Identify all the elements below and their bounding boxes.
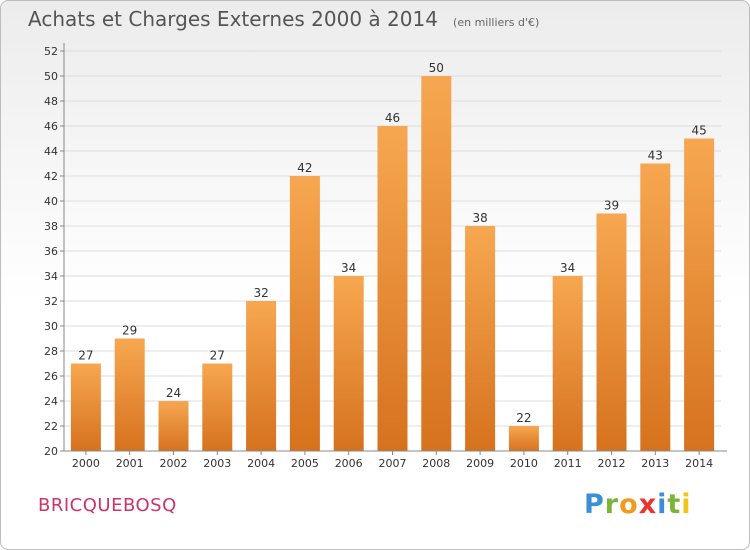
x-tick-label: 2013 [641, 457, 669, 470]
data-label: 24 [166, 386, 181, 400]
y-tick-label: 34 [44, 270, 58, 283]
data-label: 27 [210, 349, 225, 363]
x-tick-labels: 2000 2001 2002 2003 2004 2005 2006 2007 2008 2009… [72, 451, 713, 470]
x-tick-label: 2014 [685, 457, 713, 470]
bar-2006 [333, 276, 364, 451]
x-tick-label: 2002 [160, 457, 188, 470]
bar-2008 [421, 76, 452, 451]
x-tick-label: 2006 [335, 457, 363, 470]
data-label: 45 [691, 124, 706, 138]
data-label: 34 [560, 261, 575, 275]
y-tick-label: 38 [44, 220, 58, 233]
y-tick-label: 28 [44, 345, 58, 358]
data-label: 42 [297, 161, 312, 175]
data-label: 50 [429, 61, 444, 75]
y-tick-label: 52 [44, 45, 58, 58]
x-tick-label: 2003 [203, 457, 231, 470]
data-label: 38 [472, 211, 487, 225]
bar-2001 [114, 338, 145, 451]
y-tick-label: 20 [44, 445, 58, 458]
data-label: 46 [385, 111, 400, 125]
y-tick-label: 36 [44, 245, 58, 258]
bar-2014 [684, 138, 715, 451]
y-tick-label: 44 [44, 145, 58, 158]
bar-2005 [289, 176, 320, 451]
data-label: 27 [78, 349, 93, 363]
bar-2000 [70, 363, 101, 451]
axes [63, 43, 727, 452]
y-tick-label: 46 [44, 120, 58, 133]
x-tick-label: 2008 [422, 457, 450, 470]
y-tick-label: 40 [44, 195, 58, 208]
data-label: 22 [516, 411, 531, 425]
y-tick-label: 30 [44, 320, 58, 333]
data-label: 32 [253, 286, 268, 300]
bar-2013 [640, 163, 671, 451]
title-row: Achats et Charges Externes 2000 à 2014 (… [28, 7, 539, 31]
y-tick-label: 24 [44, 395, 58, 408]
bar-2010 [508, 426, 539, 451]
x-tick-label: 2000 [72, 457, 100, 470]
bar-2011 [552, 276, 583, 451]
x-tick-label: 2009 [466, 457, 494, 470]
bar-2012 [596, 213, 627, 451]
data-labels: 27 29 24 27 32 42 34 46 50 38 22 34 39 43 45 [78, 61, 706, 425]
data-label: 39 [604, 199, 619, 213]
data-label: 29 [122, 324, 137, 338]
bar-2002 [158, 401, 189, 451]
y-tick-label: 48 [44, 95, 58, 108]
y-tick-label: 22 [44, 420, 58, 433]
proxiti-logo[interactable]: Proxiti [584, 489, 692, 520]
y-tick-label: 26 [44, 370, 58, 383]
bar-2004 [246, 301, 277, 451]
x-tick-label: 2010 [510, 457, 538, 470]
chart-title: Achats et Charges Externes 2000 à 2014 [28, 7, 438, 31]
bars-group [70, 76, 715, 451]
x-tick-label: 2005 [291, 457, 319, 470]
x-tick-label: 2012 [598, 457, 626, 470]
x-tick-label: 2004 [247, 457, 275, 470]
chart-subtitle: (en milliers d'€) [453, 16, 540, 29]
x-tick-label: 2011 [554, 457, 582, 470]
y-tick-labels: 20 22 24 26 28 30 32 34 36 38 40 42 44 46 48 50 52 [44, 45, 58, 458]
data-label: 43 [648, 149, 663, 163]
x-tick-label: 2007 [379, 457, 407, 470]
x-tick-label: 2001 [116, 457, 144, 470]
bar-2003 [202, 363, 233, 451]
y-tick-label: 32 [44, 295, 58, 308]
data-label: 34 [341, 261, 356, 275]
bar-2007 [377, 126, 408, 451]
commune-name: BRICQUEBOSQ [38, 495, 177, 516]
bar-2009 [465, 226, 496, 451]
y-tick-label: 50 [44, 70, 58, 83]
y-tick-label: 42 [44, 170, 58, 183]
